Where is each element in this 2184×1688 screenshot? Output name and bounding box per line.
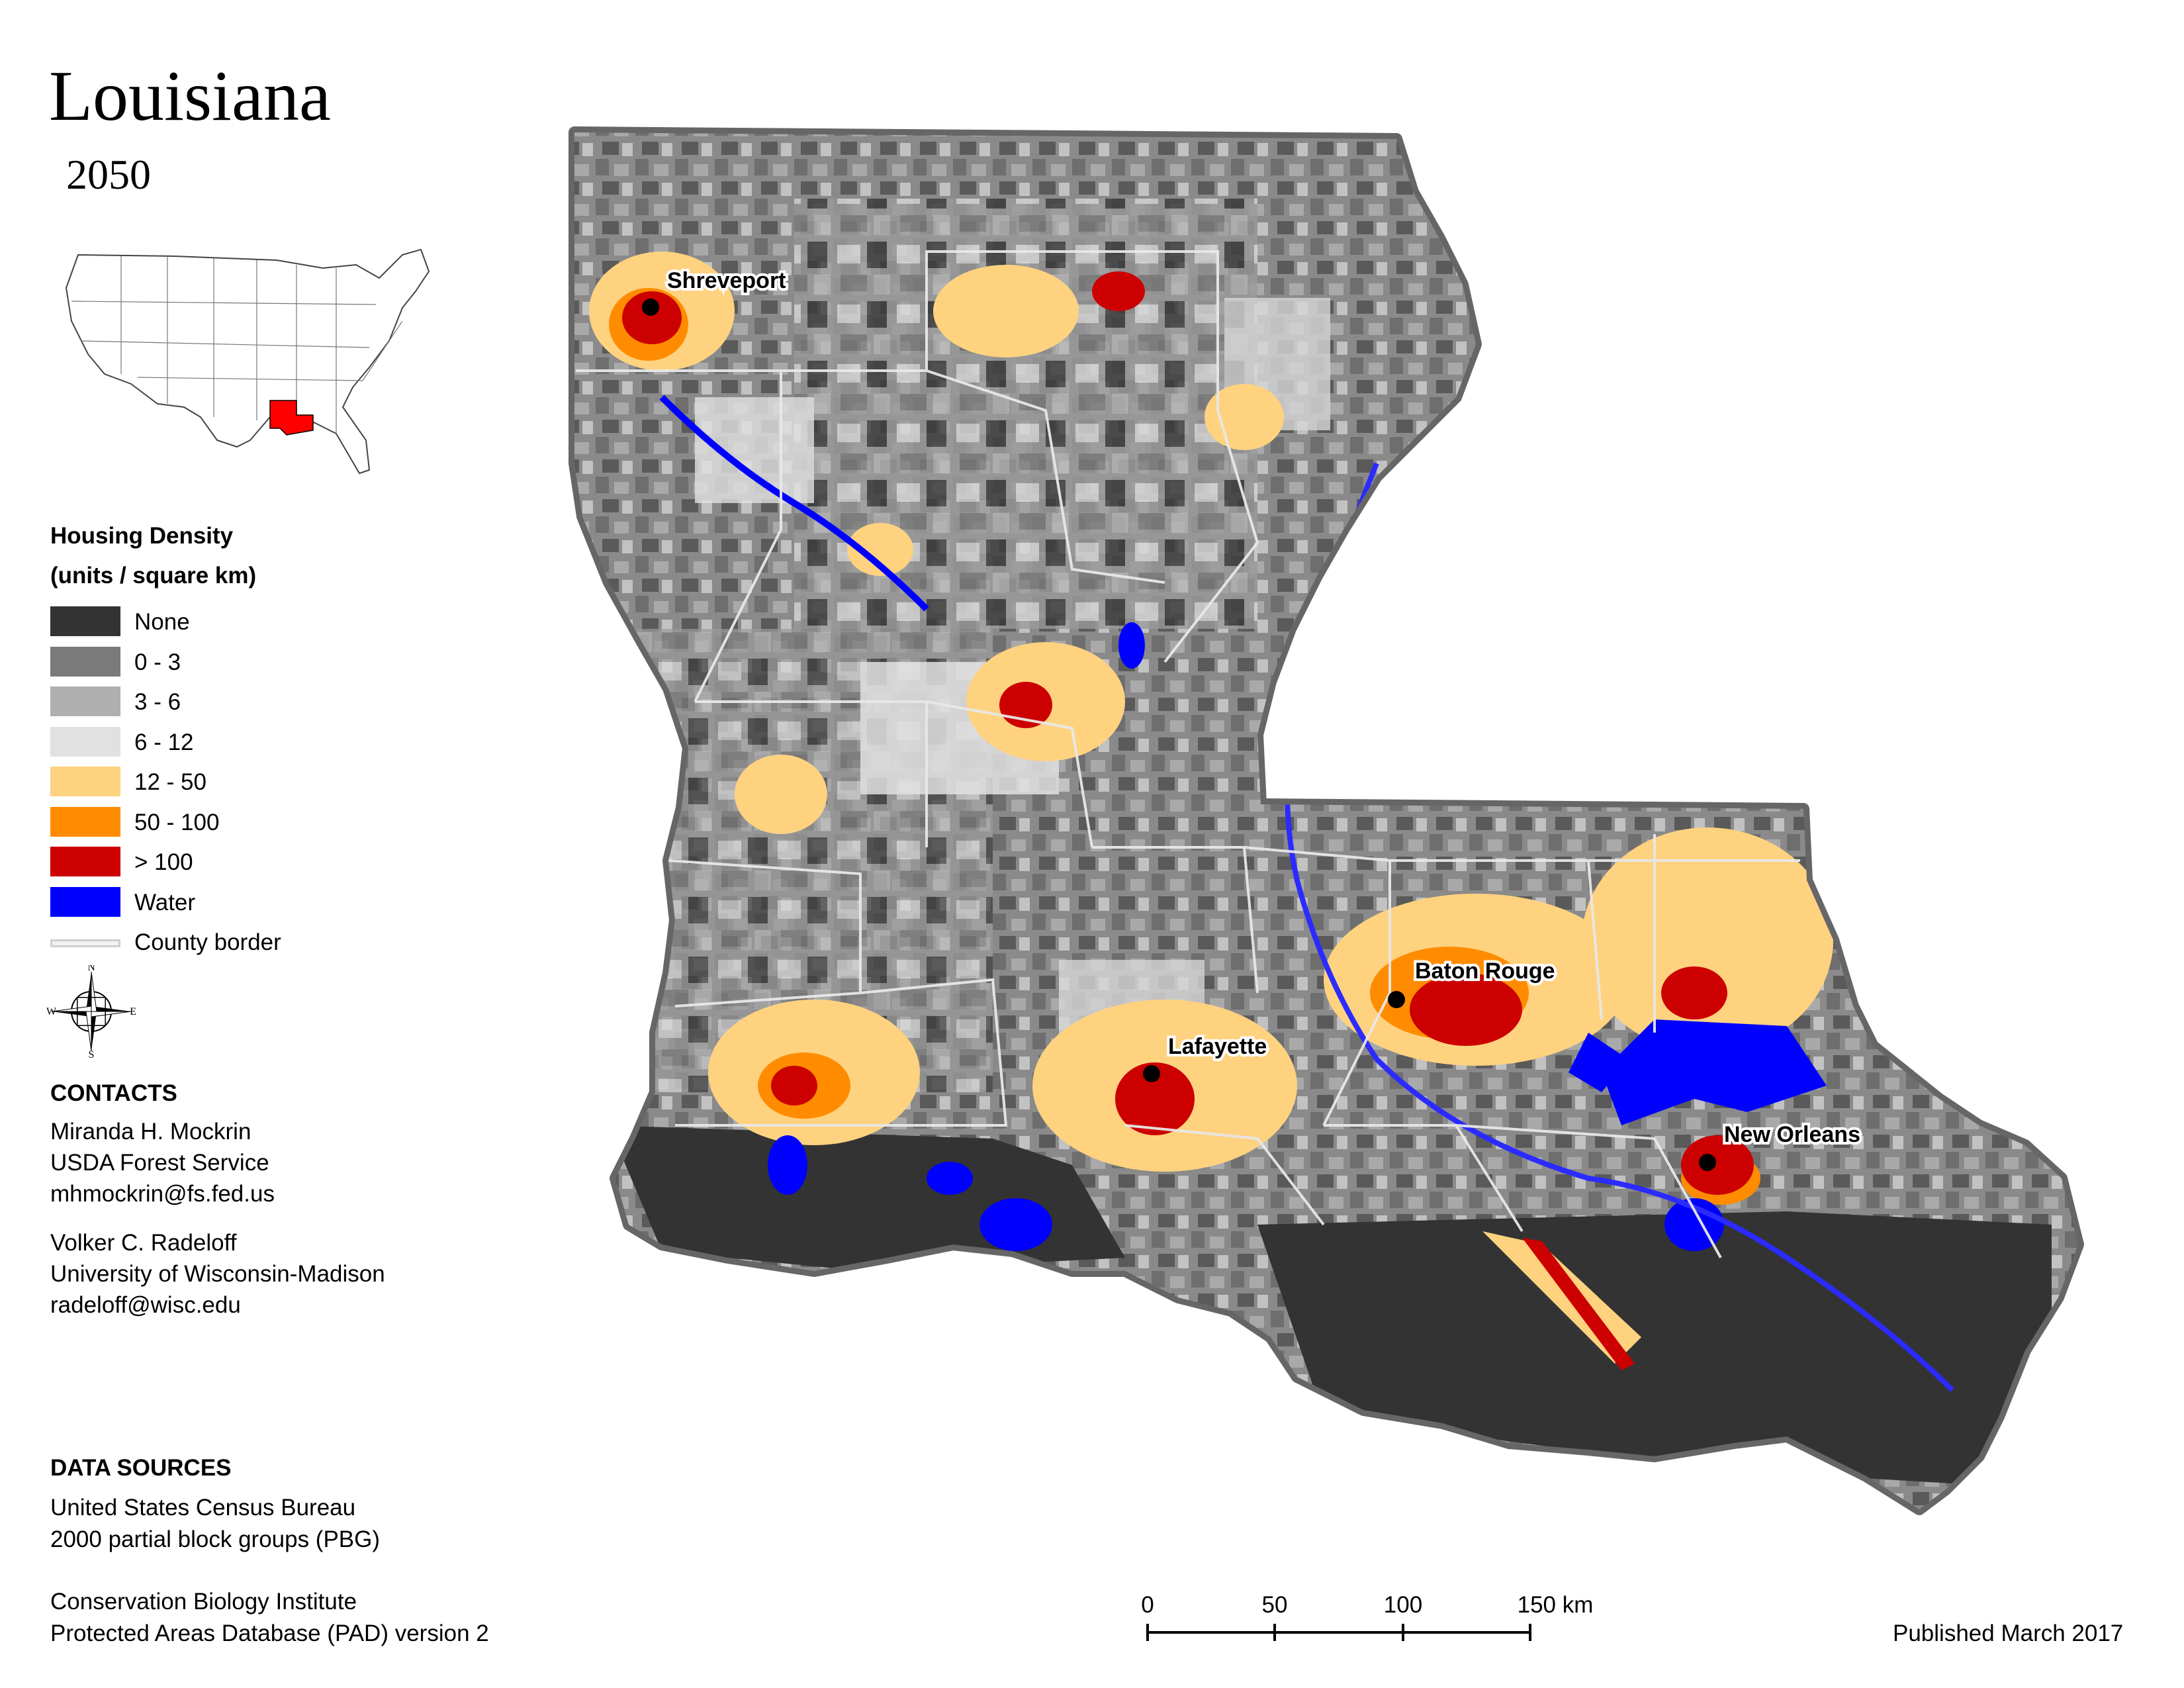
us-locator-inset bbox=[65, 248, 430, 475]
data-sources-heading: DATA SOURCES bbox=[50, 1455, 232, 1481]
city-marker bbox=[642, 299, 659, 316]
compass-w: W bbox=[46, 1006, 57, 1017]
density-raster bbox=[574, 132, 2078, 1509]
city-label: Lafayette bbox=[1168, 1034, 1267, 1059]
scale-tick-label: 0 bbox=[1141, 1592, 1154, 1618]
scale-tick-label: 150 km bbox=[1517, 1592, 1594, 1618]
legend-swatch bbox=[50, 806, 120, 837]
city-new-orleans[interactable]: New Orleans bbox=[1699, 1119, 1863, 1171]
legend-swatch bbox=[50, 847, 120, 876]
city-marker bbox=[1699, 1154, 1716, 1171]
compass-rose-icon: N S E W bbox=[46, 965, 136, 1058]
scale-bar: 0 50 100 150 km bbox=[1141, 1592, 1608, 1645]
legend-label: 12 - 50 bbox=[134, 769, 206, 795]
contact-email-1[interactable]: mhmockrin@fs.fed.us bbox=[50, 1181, 275, 1207]
legend-label: 50 - 100 bbox=[134, 809, 220, 835]
city-label: Baton Rouge bbox=[1415, 959, 1555, 984]
legend-units: (units / square km) bbox=[50, 563, 257, 588]
contact-name-1: Miranda H. Mockrin bbox=[50, 1119, 251, 1145]
legend-swatch bbox=[50, 686, 120, 716]
contact-org-1: USDA Forest Service bbox=[50, 1150, 269, 1176]
source-line: Conservation Biology Institute bbox=[50, 1589, 357, 1615]
contact-name-2: Volker C. Radeloff bbox=[50, 1230, 237, 1256]
louisiana-highlight bbox=[269, 400, 314, 436]
scale-tick-label: 50 bbox=[1261, 1592, 1288, 1618]
legend-label: 6 - 12 bbox=[134, 729, 194, 755]
legend-swatch bbox=[50, 646, 120, 677]
legend-label: County border bbox=[134, 929, 281, 955]
city-marker bbox=[1143, 1065, 1160, 1082]
legend-label: None bbox=[134, 609, 190, 635]
scale-tick-label: 100 bbox=[1383, 1592, 1423, 1618]
legend-label: 3 - 6 bbox=[134, 689, 181, 715]
contacts-heading: CONTACTS bbox=[50, 1080, 177, 1106]
legend-border-swatch bbox=[50, 939, 120, 947]
source-line: United States Census Bureau bbox=[50, 1495, 356, 1521]
city-marker bbox=[1388, 991, 1405, 1008]
us-outline bbox=[65, 248, 430, 475]
city-lafayette[interactable]: Lafayette bbox=[1143, 1031, 1269, 1082]
legend-swatch bbox=[50, 767, 120, 796]
legend-swatch bbox=[50, 886, 120, 917]
source-line: 2000 partial block groups (PBG) bbox=[50, 1526, 381, 1552]
map-year: 2050 bbox=[66, 151, 151, 198]
legend-swatch bbox=[50, 726, 120, 757]
compass-e: E bbox=[130, 1006, 136, 1017]
city-label: New Orleans bbox=[1724, 1122, 1860, 1147]
map-title: Louisiana bbox=[49, 57, 331, 136]
compass-n: N bbox=[87, 965, 95, 973]
city-shreveport[interactable]: Shreveport bbox=[642, 265, 789, 316]
legend-swatch bbox=[50, 606, 120, 636]
legend-title: Housing Density bbox=[50, 523, 234, 549]
legend-label: Water bbox=[134, 889, 196, 915]
city-baton-rouge[interactable]: Baton Rouge bbox=[1388, 956, 1558, 1008]
published-date: Published March 2017 bbox=[1893, 1620, 2124, 1646]
contact-org-2: University of Wisconsin-Madison bbox=[50, 1261, 385, 1287]
county-borders bbox=[576, 250, 1800, 1258]
compass-s: S bbox=[89, 1049, 95, 1058]
city-label: Shreveport bbox=[667, 268, 786, 293]
contact-email-2[interactable]: radeloff@wisc.edu bbox=[50, 1292, 241, 1318]
source-line: Protected Areas Database (PAD) version 2 bbox=[50, 1620, 489, 1646]
legend-label: 0 - 3 bbox=[134, 649, 181, 675]
legend-label: > 100 bbox=[134, 849, 193, 875]
us-state-lines bbox=[71, 256, 403, 434]
scale-line bbox=[1146, 1624, 1531, 1641]
